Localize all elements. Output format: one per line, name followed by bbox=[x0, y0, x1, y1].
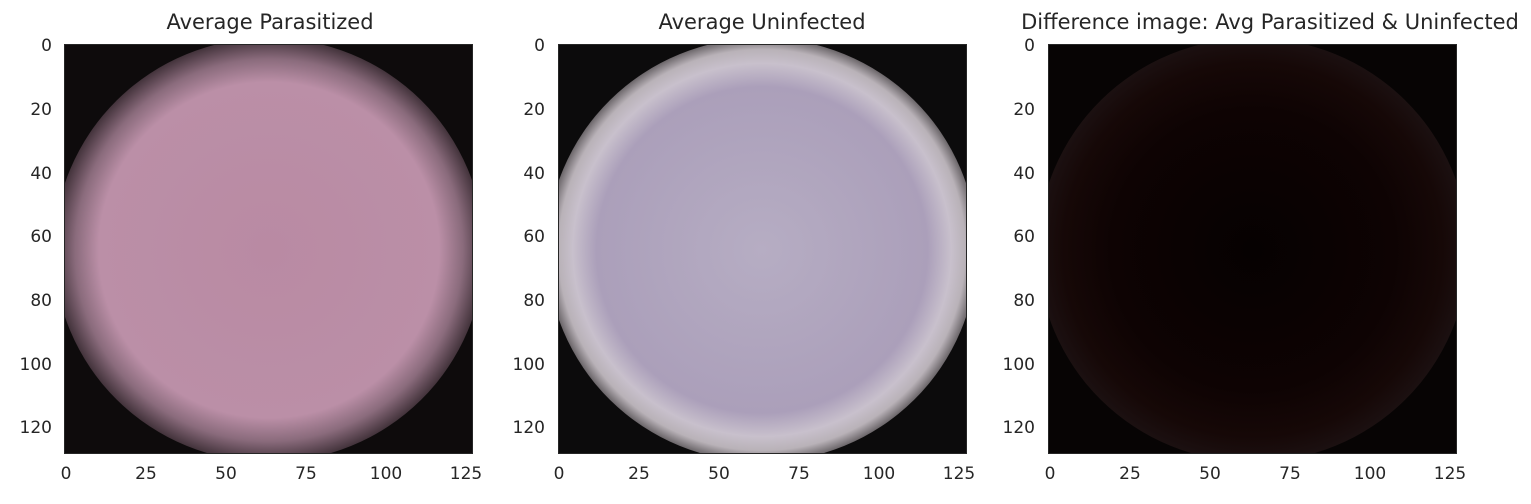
x-tick-label: 50 bbox=[215, 464, 237, 484]
average-parasitized-image bbox=[65, 45, 472, 453]
y-tick-label: 40 bbox=[523, 164, 545, 184]
image-average-uninfected bbox=[558, 44, 967, 454]
average-uninfected-image bbox=[559, 45, 966, 453]
y-tick-label: 80 bbox=[523, 291, 545, 311]
y-tick-label: 60 bbox=[1013, 227, 1035, 247]
y-tick-label: 40 bbox=[30, 164, 52, 184]
x-tick-label: 100 bbox=[369, 464, 403, 484]
x-tick-label: 100 bbox=[862, 464, 896, 484]
y-tick-label: 100 bbox=[512, 355, 545, 375]
x-tick-label: 50 bbox=[708, 464, 730, 484]
y-tick-label: 20 bbox=[30, 100, 52, 120]
image-difference bbox=[1048, 44, 1457, 454]
panel-title: Average Uninfected bbox=[658, 10, 866, 34]
x-tick-label: 125 bbox=[449, 464, 483, 484]
y-tick-label: 0 bbox=[1024, 36, 1035, 56]
y-tick-label: 0 bbox=[41, 36, 52, 56]
panel-title: Difference image: Avg Parasitized & Unin… bbox=[1021, 10, 1519, 34]
x-tick-label: 25 bbox=[135, 464, 157, 484]
y-tick-label: 120 bbox=[1002, 418, 1035, 438]
y-tick-label: 100 bbox=[1002, 355, 1035, 375]
x-tick-label: 50 bbox=[1199, 464, 1221, 484]
x-tick-label: 25 bbox=[1119, 464, 1141, 484]
image-average-parasitized bbox=[64, 44, 473, 454]
y-tick-label: 100 bbox=[19, 355, 52, 375]
y-tick-label: 20 bbox=[523, 100, 545, 120]
y-tick-label: 0 bbox=[534, 36, 545, 56]
y-tick-label: 60 bbox=[523, 227, 545, 247]
panel-difference-image: Difference image: Avg Parasitized & Unin… bbox=[1020, 0, 1520, 504]
y-tick-label: 60 bbox=[30, 227, 52, 247]
x-tick-label: 75 bbox=[788, 464, 810, 484]
x-tick-label: 100 bbox=[1353, 464, 1387, 484]
x-tick-label: 0 bbox=[60, 464, 72, 484]
y-tick-label: 80 bbox=[30, 291, 52, 311]
y-tick-label: 80 bbox=[1013, 291, 1035, 311]
y-tick-label: 20 bbox=[1013, 100, 1035, 120]
x-tick-label: 75 bbox=[295, 464, 317, 484]
panel-average-uninfected: Average Uninfected bbox=[527, 0, 997, 504]
difference-image bbox=[1049, 45, 1456, 453]
y-tick-label: 120 bbox=[512, 418, 545, 438]
x-tick-label: 125 bbox=[942, 464, 976, 484]
panel-title: Average Parasitized bbox=[166, 10, 374, 34]
x-tick-label: 25 bbox=[628, 464, 650, 484]
x-tick-label: 75 bbox=[1279, 464, 1301, 484]
y-tick-label: 40 bbox=[1013, 164, 1035, 184]
x-tick-label: 125 bbox=[1433, 464, 1467, 484]
y-tick-label: 120 bbox=[19, 418, 52, 438]
x-tick-label: 0 bbox=[553, 464, 565, 484]
panel-average-parasitized: Average Parasitized bbox=[35, 0, 505, 504]
x-tick-label: 0 bbox=[1044, 464, 1056, 484]
